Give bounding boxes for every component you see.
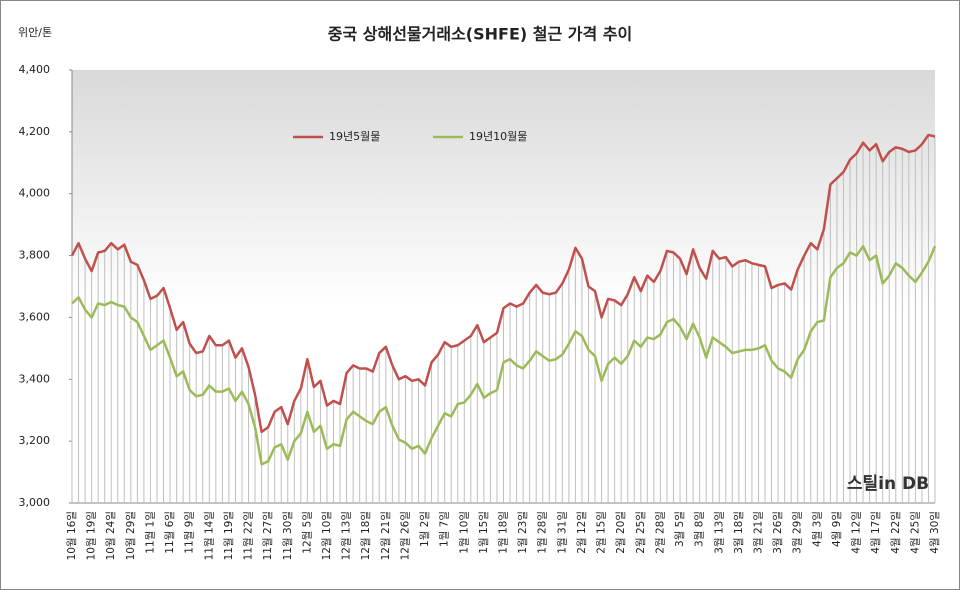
x-tick-label: 12월 5일: [300, 511, 313, 554]
x-tick-label: 3월 8일: [693, 511, 706, 547]
x-tick-label: 11월 19일: [222, 511, 235, 560]
x-tick-label: 10월 16일: [65, 511, 78, 560]
x-tick-label: 4월 3일: [810, 511, 823, 547]
x-tick-label: 4월 17일: [869, 511, 882, 554]
y-tick-label: 4,000: [19, 187, 51, 200]
x-tick-label: 4월 25일: [908, 511, 921, 554]
x-tick-label: 3월 21일: [751, 511, 764, 554]
x-tick-label: 3월 5일: [673, 511, 686, 547]
x-tick-label: 4월 30일: [928, 511, 941, 554]
x-tick-label: 2월 20일: [614, 511, 627, 554]
watermark: 스틸in DB: [847, 473, 929, 494]
x-tick-label: 10월 29일: [124, 511, 137, 560]
x-tick-label: 11월 30일: [281, 511, 294, 560]
x-tick-label: 12월 10일: [320, 511, 333, 560]
x-tick-label: 2월 28일: [653, 511, 666, 554]
x-tick-label: 2월 15일: [595, 511, 608, 554]
y-tick-label: 3,400: [19, 372, 51, 385]
x-tick-label: 1월 7일: [438, 511, 451, 547]
x-tick-label: 4월 22일: [889, 511, 902, 554]
x-tick-label: 1월 18일: [497, 511, 510, 554]
y-tick-label: 3,000: [19, 496, 51, 509]
series-line: [71, 245, 937, 466]
x-tick-label: 2월 25일: [634, 511, 647, 554]
x-tick-label: 4월 9일: [830, 511, 843, 547]
y-tick-label: 4,200: [19, 125, 51, 138]
series-line: [70, 133, 936, 434]
x-tick-label: 11월 22일: [242, 511, 255, 560]
y-tick-label: 3,200: [19, 434, 51, 447]
x-tick-label: 11월 27일: [261, 511, 274, 560]
x-tick-label: 2월 12일: [575, 511, 588, 554]
x-tick-label: 3월 13일: [712, 511, 725, 554]
x-tick-label: 11월 14일: [202, 511, 215, 560]
x-tick-label: 1월 23일: [516, 511, 529, 554]
x-tick-label: 1월 15일: [477, 511, 490, 554]
legend-label: 19년10월물: [469, 130, 527, 143]
x-tick-label: 1월 28일: [536, 511, 549, 554]
x-tick-label: 11월 9일: [183, 511, 196, 554]
x-tick-label: 11월 6일: [163, 511, 176, 554]
x-tick-label: 3월 26일: [771, 511, 784, 554]
x-tick-label: 12월 26일: [398, 511, 411, 560]
y-tick-label: 3,800: [19, 249, 51, 262]
y-axis-label: 위안/톤: [18, 26, 52, 39]
x-tick-label: 3월 18일: [732, 511, 745, 554]
y-tick-label: 3,600: [19, 310, 51, 323]
x-tick-label: 12월 13일: [340, 511, 353, 560]
x-tick-label: 3월 29일: [791, 511, 804, 554]
x-tick-label: 1월 10일: [457, 511, 470, 554]
x-tick-label: 4월 12일: [850, 511, 863, 554]
chart-title: 중국 상해선물거래소(SHFE) 철근 가격 추이: [328, 25, 632, 44]
legend-label: 19년5월물: [329, 130, 380, 143]
x-tick-label: 10월 24일: [104, 511, 117, 560]
x-tick-label: 11월 1일: [143, 511, 156, 554]
x-tick-label: 12월 21일: [379, 511, 392, 560]
y-tick-label: 4,400: [19, 63, 51, 76]
x-tick-label: 1월 2일: [418, 511, 431, 547]
x-tick-label: 12월 18일: [359, 511, 372, 560]
x-tick-label: 1월 31일: [555, 511, 568, 554]
x-tick-label: 10월 19일: [85, 511, 98, 560]
